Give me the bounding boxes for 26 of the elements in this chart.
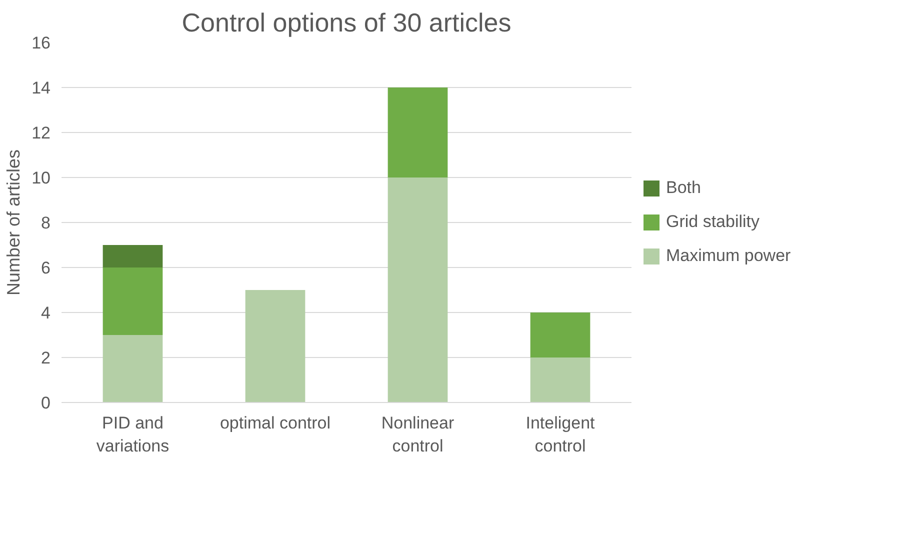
y-tick-label: 2 (41, 348, 51, 368)
legend-label: Both (666, 178, 701, 198)
bar (245, 290, 306, 402)
legend-label: Grid stability (666, 212, 760, 232)
x-tick-label: PID and variations (96, 414, 170, 456)
x-tick-label: Inteligent control (526, 414, 596, 456)
x-tick-label: Nonlinear control (381, 414, 454, 456)
bar (388, 178, 448, 402)
bar (530, 312, 590, 358)
bar (102, 268, 163, 335)
y-tick-label: 16 (32, 34, 51, 52)
legend-label: Maximum power (666, 246, 791, 266)
bar (102, 335, 163, 402)
y-axis-title: Number of articles (4, 149, 24, 296)
x-tick-label: optimal control (220, 414, 331, 432)
y-tick-label: 0 (41, 394, 51, 412)
bar (388, 88, 448, 178)
y-tick-label: 12 (32, 124, 51, 142)
y-tick-label: 14 (32, 78, 51, 98)
y-tick-label: 4 (41, 304, 51, 322)
chart-title: Control options of 30 articles (182, 8, 512, 38)
bar (102, 245, 163, 268)
y-tick-label: 6 (41, 258, 51, 278)
bar (530, 358, 590, 402)
y-tick-label: 10 (32, 168, 51, 188)
y-tick-label: 8 (41, 214, 51, 232)
